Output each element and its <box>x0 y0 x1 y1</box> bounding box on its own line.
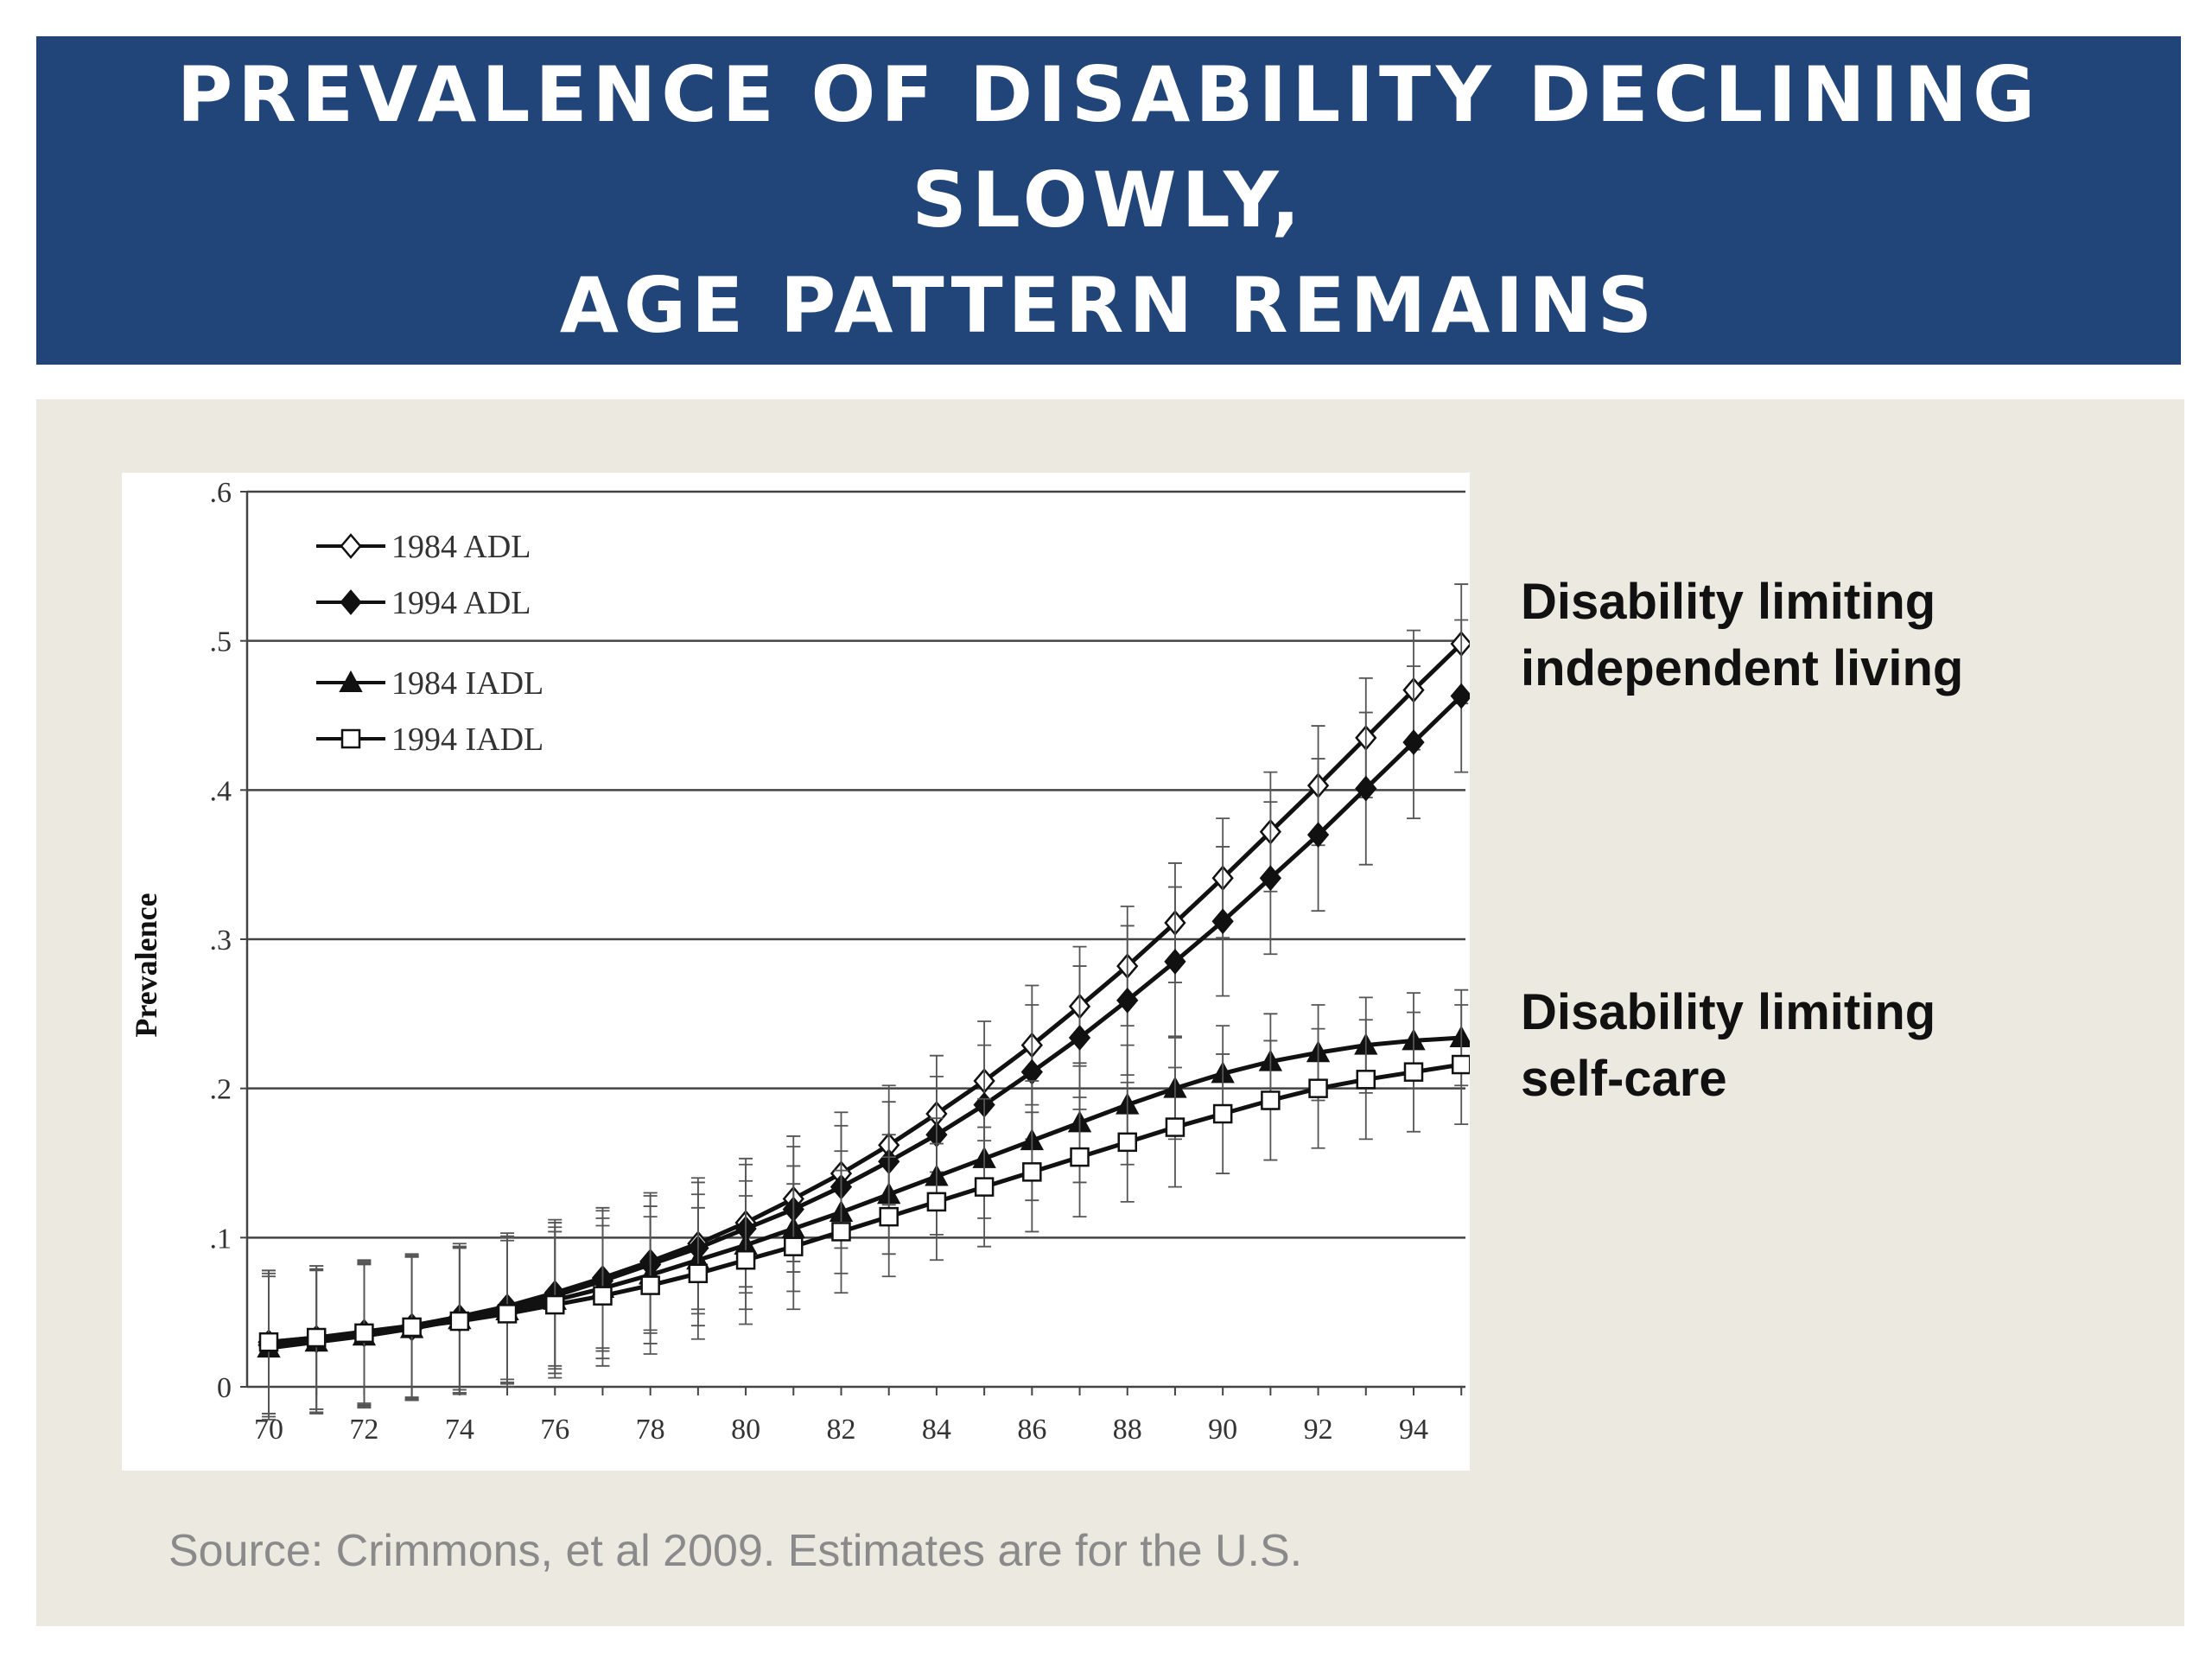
data-point-1994-iadl <box>784 1236 804 1256</box>
y-tick-label: .5 <box>210 626 232 658</box>
y-tick-label: .1 <box>210 1223 232 1255</box>
data-point-1994-iadl <box>1070 1147 1090 1167</box>
annotation-adl-line-2: independent living <box>1521 640 1964 696</box>
data-point-1994-adl <box>1211 908 1234 935</box>
chart-container: 0.1.2.3.4.5.6 70 72 74 76 78 80 82 84 86 88 90 92 94 P… <box>122 473 1470 1471</box>
data-point-1994-iadl <box>688 1263 709 1284</box>
series-line-1994-adl <box>268 694 1463 1348</box>
data-point-1994-iadl <box>1117 1132 1137 1153</box>
y-tick-label: 0 <box>217 1372 232 1404</box>
annotation-iadl-line-2: self-care <box>1521 1051 1727 1107</box>
x-tick-label: 82 <box>827 1414 856 1446</box>
legend-label-1984-iadl: 1984 IADL <box>391 665 543 702</box>
annotation-iadl-line-1: Disability limiting <box>1521 984 1936 1040</box>
data-point-1994-iadl <box>1165 1117 1185 1137</box>
x-tick-label: 92 <box>1304 1414 1333 1446</box>
annotation-adl-line-1: Disability limiting <box>1521 574 1936 630</box>
data-point-1994-iadl <box>1212 1103 1233 1124</box>
x-tick-label: 84 <box>922 1414 951 1446</box>
data-point-1994-iadl <box>926 1192 947 1212</box>
data-point-1994-iadl <box>1356 1070 1376 1090</box>
source-note: Source: Crimmons, et al 2009. Estimates … <box>168 1526 1303 1576</box>
legend-marker-1994-iadl <box>340 728 361 749</box>
data-point-1994-adl <box>1068 1025 1091 1051</box>
data-point-1994-iadl <box>306 1327 327 1348</box>
x-tick-label: 76 <box>540 1414 569 1446</box>
legend-label-1984-adl: 1984 ADL <box>391 529 531 565</box>
y-tick-label: .6 <box>210 477 232 509</box>
data-point-1994-iadl <box>258 1332 279 1352</box>
data-point-1994-iadl <box>1308 1078 1328 1098</box>
data-point-1994-adl <box>1450 683 1470 709</box>
data-point-1994-adl <box>1164 948 1186 975</box>
data-point-1994-iadl <box>449 1311 470 1332</box>
data-point-1994-adl <box>1020 1058 1043 1085</box>
data-point-1994-iadl <box>879 1206 899 1227</box>
data-point-1994-iadl <box>1261 1090 1281 1110</box>
y-tick-label: .4 <box>210 775 232 807</box>
data-point-1994-iadl <box>402 1317 422 1338</box>
data-point-1994-iadl <box>1451 1054 1470 1075</box>
y-tick-label: .3 <box>210 925 232 957</box>
legend-marker-1984-iadl <box>339 670 363 692</box>
x-tick-label: 90 <box>1208 1414 1237 1446</box>
annotation-self-care: Disability limiting self-care <box>1521 979 1936 1112</box>
annotation-independent-living: Disability limiting independent living <box>1521 569 1963 702</box>
x-tick-label: 78 <box>636 1414 665 1446</box>
x-tick-label: 72 <box>349 1414 378 1446</box>
data-point-1994-iadl <box>1022 1162 1042 1182</box>
y-axis-label: Prevalence <box>129 893 163 1037</box>
page-title-line-2: AGE PATTERN REMAINS <box>559 261 1658 350</box>
data-point-1994-iadl <box>545 1294 565 1315</box>
data-point-1994-iadl <box>735 1249 756 1270</box>
data-point-1994-iadl <box>497 1304 518 1324</box>
legend-label-1994-adl: 1994 ADL <box>391 585 531 621</box>
prevalence-chart: 0.1.2.3.4.5.670 72 74 76 78 80 82 84 86 88 90 92 94P… <box>129 477 1470 1446</box>
data-point-1994-iadl <box>831 1222 851 1242</box>
x-tick-label: 80 <box>731 1414 760 1446</box>
x-tick-label: 86 <box>1017 1414 1046 1446</box>
data-point-1994-iadl <box>593 1286 613 1306</box>
legend-label-1994-iadl: 1994 IADL <box>391 721 543 758</box>
data-point-1994-iadl <box>354 1323 374 1344</box>
data-point-1994-adl <box>1402 729 1425 756</box>
data-point-1994-iadl <box>974 1177 995 1197</box>
title-banner: PREVALENCE OF DISABILITY DECLINING SLOWL… <box>36 36 2181 365</box>
data-point-1994-adl <box>1259 865 1282 892</box>
legend-marker-1984-adl <box>340 533 362 559</box>
data-point-1994-adl <box>1306 822 1330 849</box>
page-title: PREVALENCE OF DISABILITY DECLINING SLOWL… <box>36 42 2181 359</box>
x-tick-label: 94 <box>1399 1414 1428 1446</box>
page-title-line-1: PREVALENCE OF DISABILITY DECLINING SLOWL… <box>176 50 2041 245</box>
x-tick-label: 74 <box>445 1414 474 1446</box>
legend-marker-1994-adl <box>340 589 362 615</box>
data-point-1994-iadl <box>1403 1062 1424 1082</box>
series-line-1984-iadl <box>268 1035 1462 1351</box>
y-tick-label: .2 <box>210 1074 232 1106</box>
x-tick-label: 88 <box>1113 1414 1142 1446</box>
data-point-1994-adl <box>1116 987 1139 1014</box>
data-point-1994-iadl <box>640 1275 660 1295</box>
data-point-1994-adl <box>1355 775 1377 802</box>
